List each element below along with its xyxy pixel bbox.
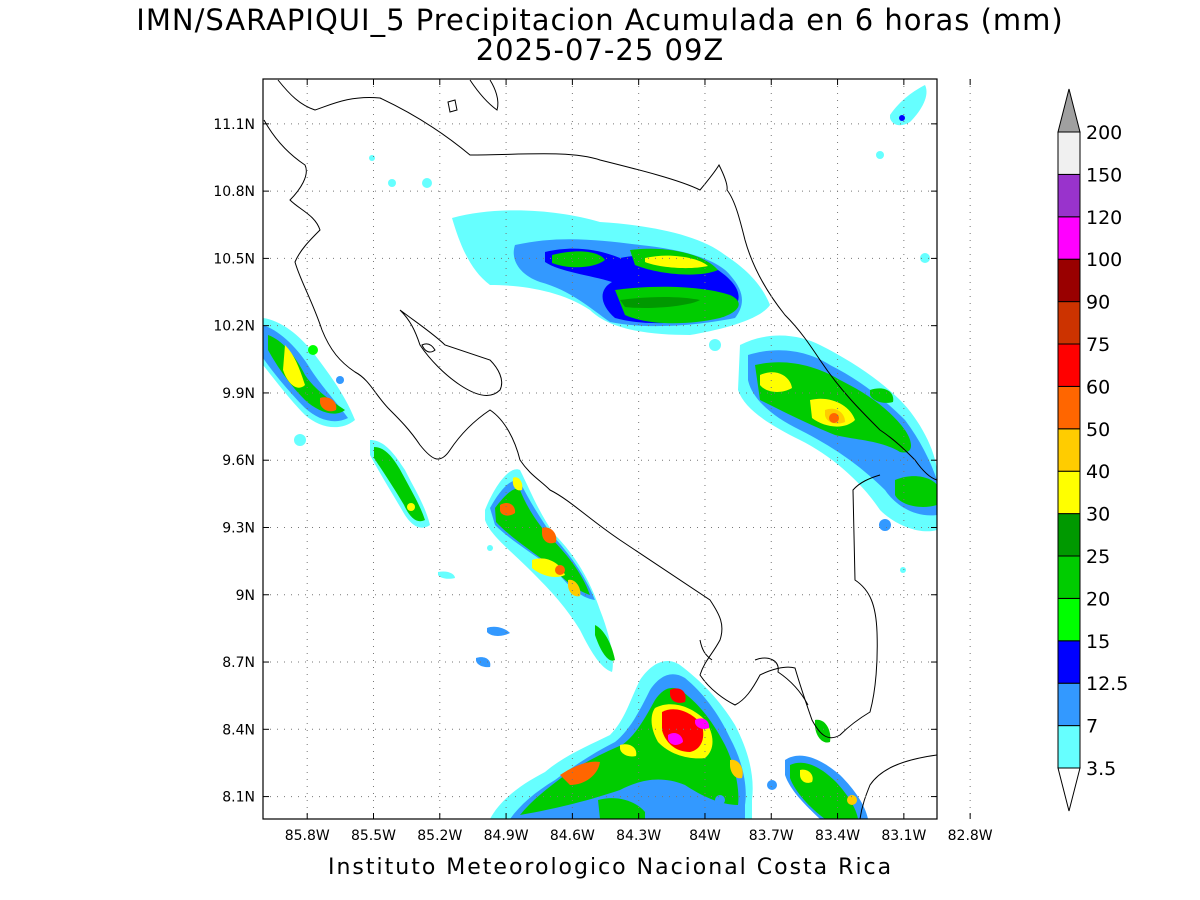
colorbar-label: 12.5 [1086, 673, 1128, 695]
lat-tick-label: 8.7N [222, 655, 255, 671]
precip-cluster-central-pacific [438, 469, 615, 672]
colorbar-label: 90 [1086, 292, 1110, 314]
footer-credit: Instituto Meteorologico Nacional Costa R… [328, 855, 894, 880]
colorbar-swatch [1057, 428, 1081, 472]
colorbar-label: 30 [1086, 504, 1110, 526]
colorbar-label: 40 [1086, 461, 1110, 483]
lon-tick-label: 83.7W [749, 828, 794, 844]
colorbar-swatch [1057, 682, 1081, 727]
coastline-borders [263, 79, 937, 819]
colorbar-swatch [1057, 385, 1081, 430]
colorbar-label: 120 [1086, 207, 1122, 229]
colorbar-label: 3.5 [1086, 758, 1116, 780]
colorbar-label: 25 [1086, 546, 1110, 568]
precip-cluster-south [490, 660, 868, 819]
lon-tick-label: 82.8W [948, 828, 993, 844]
colorbar-swatch [1057, 640, 1081, 684]
colorbar-label: 60 [1086, 376, 1110, 398]
colorbar-label: 100 [1086, 249, 1122, 271]
lat-tick-label: 9.9N [222, 386, 255, 402]
precipitation-field [263, 85, 937, 819]
map-subtitle-date: 2025-07-25 09Z [475, 33, 725, 67]
lat-tick-label: 10.5N [213, 251, 255, 267]
colorbar-swatch [1057, 173, 1081, 218]
lon-tick-label: 84.3W [616, 828, 661, 844]
lon-tick-label: 85.2W [417, 828, 462, 844]
colorbar-swatch [1057, 725, 1081, 769]
colorbar-swatch [1057, 597, 1081, 642]
colorbar-swatch [1057, 258, 1081, 303]
colorbar-swatch [1057, 343, 1081, 387]
lon-tick-label: 84W [689, 828, 721, 844]
colorbar-under-triangle [1057, 767, 1081, 812]
lat-tick-label: 10.2N [213, 319, 255, 335]
lon-tick-label: 84.9W [484, 828, 529, 844]
colorbar-swatch [1057, 216, 1081, 260]
lat-tick-label: 9.6N [222, 453, 255, 469]
colorbar-swatch [1057, 301, 1081, 345]
colorbar-label: 200 [1086, 122, 1122, 144]
lon-tick-label: 85.8W [285, 828, 330, 844]
colorbar: 3.5 7 12.5 15 20 25 30 40 50 60 75 90 100 120 150 200 [1057, 88, 1128, 812]
colorbar-swatch [1057, 555, 1081, 599]
lat-tick-label: 8.1N [222, 790, 255, 806]
precip-cluster-north [452, 210, 770, 335]
colorbar-swatch [1057, 513, 1081, 557]
precip-cluster-nicoya [263, 318, 430, 528]
colorbar-swatch [1057, 131, 1081, 175]
lat-tick-label: 9.3N [222, 520, 255, 536]
lat-tick-label: 11.1N [213, 117, 255, 133]
lat-tick-label: 9N [236, 588, 255, 604]
map-frame [262, 78, 938, 820]
colorbar-label: 7 [1086, 716, 1098, 738]
colorbar-label: 75 [1086, 334, 1110, 356]
colorbar-label: 50 [1086, 419, 1110, 441]
lon-tick-label: 85.5W [351, 828, 396, 844]
lat-tick-label: 10.8N [213, 184, 255, 200]
map-title: IMN/SARAPIQUI_5 Precipitacion Acumulada … [136, 3, 1064, 37]
lat-tick-label: 8.4N [222, 722, 255, 738]
colorbar-over-triangle [1057, 88, 1081, 133]
colorbar-label: 15 [1086, 631, 1110, 653]
precip-cluster-east [738, 335, 937, 532]
map-axes: 11.1N 10.8N 10.5N 10.2N 9.9N 9.6N 9.3N 9N 8.7N 8.… [213, 79, 993, 844]
precip-scattered-cells [308, 85, 930, 790]
map-gridlines [263, 79, 971, 819]
colorbar-label: 150 [1086, 164, 1122, 186]
lon-tick-label: 83.4W [815, 828, 860, 844]
colorbar-label: 20 [1086, 588, 1110, 610]
colorbar-swatch [1057, 470, 1081, 515]
lon-tick-label: 84.6W [550, 828, 595, 844]
lon-tick-label: 83.1W [881, 828, 926, 844]
